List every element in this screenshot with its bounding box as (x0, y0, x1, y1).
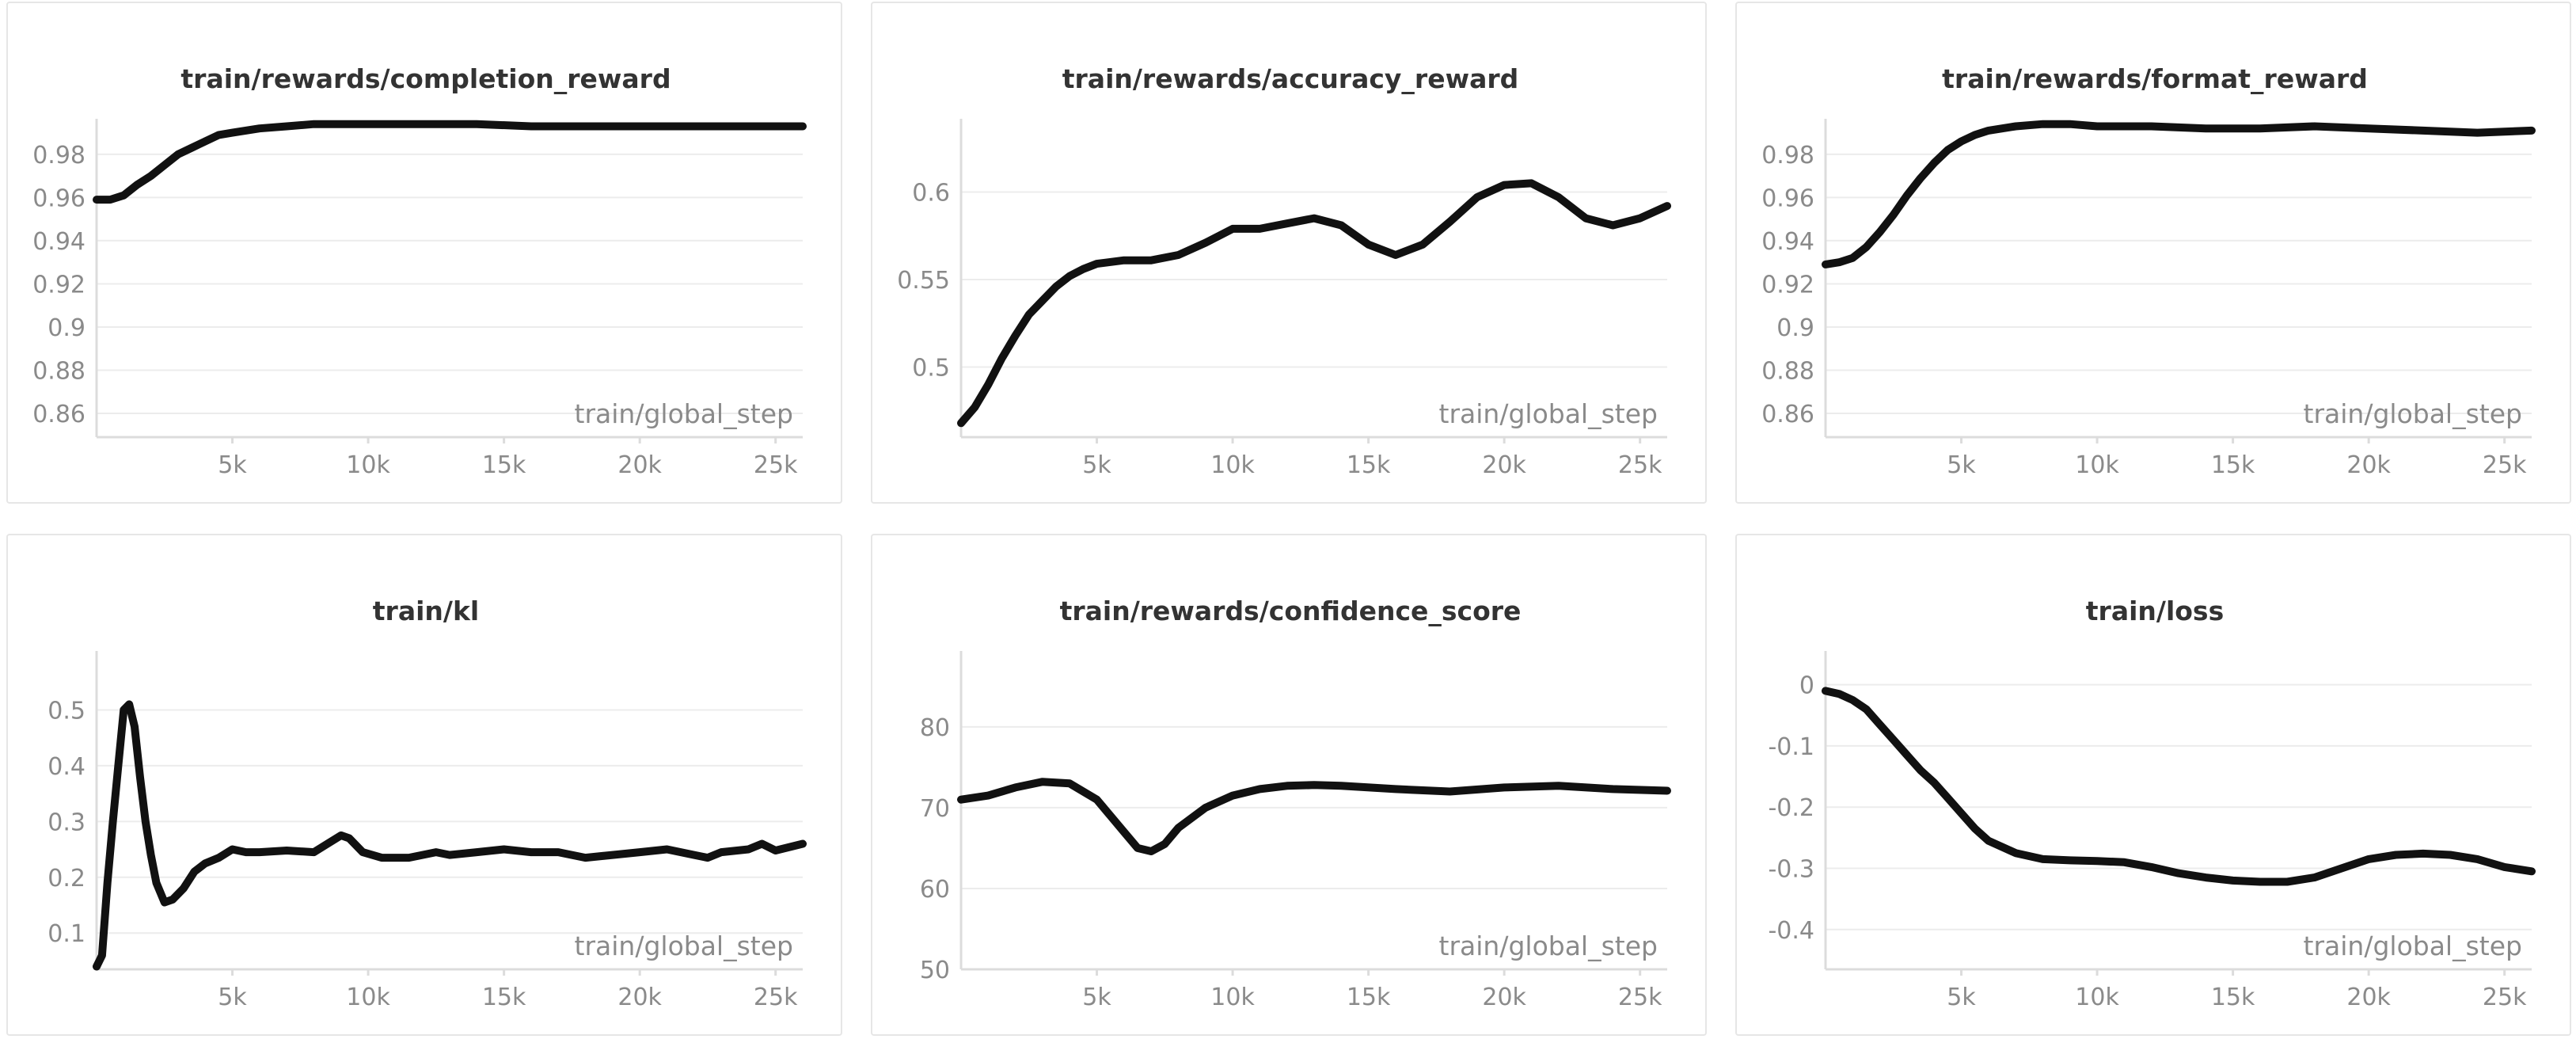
x-tick-label: 10k (346, 451, 390, 479)
y-tick-label: 0.86 (1761, 401, 1814, 428)
y-tick-label: -0.4 (1768, 917, 1814, 945)
x-tick-label: 10k (1210, 984, 1255, 1011)
y-tick-label: 80 (920, 714, 950, 742)
x-axis-label: train/global_step (1439, 398, 1658, 429)
y-tick-label: 0.9 (47, 314, 85, 342)
y-tick-label: 0.94 (1761, 228, 1814, 256)
series-line (93, 700, 807, 971)
x-tick-label: 25k (1618, 451, 1662, 479)
chart-title: train/rewards/format_reward (1942, 63, 2368, 94)
x-tick-label: 25k (1618, 984, 1662, 1011)
y-tick-label: 0.92 (1761, 271, 1814, 299)
x-tick-label: 25k (754, 984, 798, 1011)
x-tick-label: 20k (617, 451, 662, 479)
series-line (957, 778, 1671, 855)
x-tick-label: 10k (1210, 451, 1255, 479)
chart-svg: train/kl 0.1 0.2 0.3 0.4 0.5 5k 10k 15k 20k 25k tra… (47, 596, 807, 1011)
chart-panel-accuracy-reward: train/rewards/accuracy_reward 0.5 0.55 0.6 5… (871, 2, 1707, 504)
x-tick-label: 5k (1082, 451, 1111, 479)
y-tick-label: 0 (1799, 672, 1814, 700)
y-tick-label: 60 (920, 876, 950, 904)
x-tick-label: 15k (482, 984, 526, 1011)
series-line (1822, 120, 2536, 268)
x-tick-label: 15k (482, 451, 526, 479)
chart-svg: train/rewards/confidence_score 50 60 70 80 5k… (920, 596, 1671, 1011)
y-tick-label: -0.3 (1768, 855, 1814, 883)
x-tick-label: 15k (2211, 451, 2255, 479)
chart-title: train/rewards/confidence_score (1060, 596, 1522, 626)
y-tick-label: 0.9 (1776, 314, 1814, 342)
y-tick-label: 0.96 (32, 185, 85, 212)
chart-title: train/kl (373, 596, 479, 626)
chart-title: train/rewards/accuracy_reward (1062, 63, 1519, 94)
chart-panel-loss: train/loss -0.4 -0.3 -0.2 -0.1 0 5k 10k 15k 20k 25… (1735, 534, 2571, 1036)
x-tick-label: 25k (754, 451, 798, 479)
y-tick-label: 0.92 (32, 271, 85, 299)
y-tick-label: 0.86 (32, 401, 85, 428)
x-tick-label: 20k (2346, 984, 2391, 1011)
series-line (93, 120, 807, 204)
chart-title: train/loss (2086, 596, 2224, 626)
x-axis-label: train/global_step (2304, 398, 2522, 429)
y-tick-label: 70 (920, 795, 950, 823)
y-tick-label: 0.5 (912, 355, 950, 382)
y-tick-label: 0.3 (47, 809, 85, 836)
y-tick-label: 0.4 (47, 753, 85, 781)
chart-panel-format-reward: train/rewards/format_reward 0.86 0.88 0.9 0.… (1735, 2, 2571, 504)
x-axis-label: train/global_step (575, 931, 793, 961)
y-tick-label: 0.88 (32, 357, 85, 385)
x-tick-label: 5k (1947, 984, 1976, 1011)
y-tick-label: 0.2 (47, 865, 85, 892)
x-tick-label: 20k (1482, 451, 1526, 479)
chart-svg: train/loss -0.4 -0.3 -0.2 -0.1 0 5k 10k 15k 20k 25… (1768, 596, 2536, 1011)
x-tick-label: 5k (1082, 984, 1111, 1011)
y-tick-label: 0.98 (32, 142, 85, 169)
x-tick-label: 15k (1347, 984, 1391, 1011)
x-tick-label: 25k (2483, 984, 2527, 1011)
chart-panel-completion-reward: train/rewards/completion_reward 0.86 0.88 0… (6, 2, 842, 504)
y-tick-label: 50 (920, 957, 950, 984)
x-tick-label: 5k (1947, 451, 1976, 479)
chart-panel-confidence-score: train/rewards/confidence_score 50 60 70 80 5k… (871, 534, 1707, 1036)
chart-svg: train/rewards/accuracy_reward 0.5 0.55 0.6 5… (897, 63, 1671, 479)
y-tick-label: 0.98 (1761, 142, 1814, 169)
chart-title: train/rewards/completion_reward (180, 63, 671, 94)
series-line (1822, 687, 2536, 886)
x-axis-label: train/global_step (1439, 931, 1658, 961)
y-tick-label: 0.6 (912, 179, 950, 207)
y-tick-label: 0.88 (1761, 357, 1814, 385)
chart-svg: train/rewards/completion_reward 0.86 0.88 0… (32, 63, 807, 479)
x-tick-label: 10k (346, 984, 390, 1011)
x-tick-label: 5k (218, 984, 247, 1011)
chart-svg: train/rewards/format_reward 0.86 0.88 0.9 0.… (1761, 63, 2536, 479)
x-tick-label: 15k (2211, 984, 2255, 1011)
x-axis-label: train/global_step (575, 398, 793, 429)
y-tick-label: 0.96 (1761, 185, 1814, 212)
y-tick-label: 0.55 (897, 267, 950, 295)
x-tick-label: 25k (2483, 451, 2527, 479)
series-line (957, 179, 1671, 428)
y-tick-label: 0.1 (47, 920, 85, 948)
x-tick-label: 20k (1482, 984, 1526, 1011)
chart-panel-kl: train/kl 0.1 0.2 0.3 0.4 0.5 5k 10k 15k 20k 25k tra… (6, 534, 842, 1036)
x-tick-label: 10k (2075, 984, 2119, 1011)
x-tick-label: 20k (2346, 451, 2391, 479)
x-tick-label: 15k (1347, 451, 1391, 479)
y-tick-label: -0.2 (1768, 794, 1814, 822)
y-tick-label: 0.5 (47, 697, 85, 725)
x-tick-label: 10k (2075, 451, 2119, 479)
x-axis-label: train/global_step (2304, 931, 2522, 961)
x-tick-label: 20k (617, 984, 662, 1011)
x-tick-label: 5k (218, 451, 247, 479)
y-tick-label: 0.94 (32, 228, 85, 256)
y-tick-label: -0.1 (1768, 733, 1814, 761)
